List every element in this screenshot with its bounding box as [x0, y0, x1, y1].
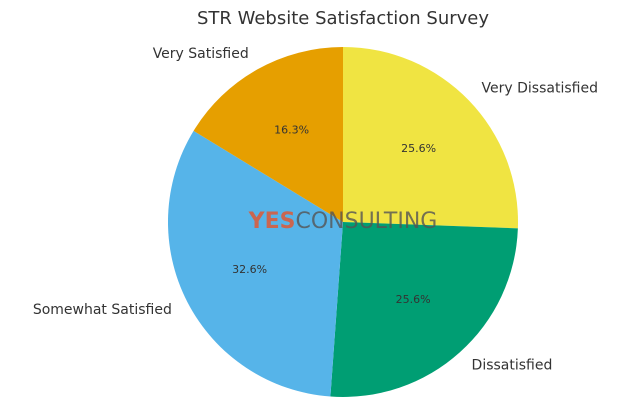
value-label: 25.6%: [401, 142, 436, 155]
category-label: Dissatisfied: [472, 357, 553, 373]
pie-slice: [167, 130, 343, 397]
category-label: Somewhat Satisfied: [33, 302, 172, 318]
category-label: Very Satisfied: [153, 46, 249, 62]
value-label: 25.6%: [396, 293, 431, 306]
pie-slice: [193, 47, 343, 222]
value-label: 32.6%: [232, 263, 267, 276]
chart-title: STR Website Satisfaction Survey: [197, 8, 489, 29]
category-label: Very Dissatisfied: [482, 80, 598, 96]
watermark-part: YES: [248, 209, 296, 234]
pie-slice: [343, 47, 519, 229]
pie-slice: [330, 222, 518, 398]
watermark-part: CONSULTING: [295, 209, 437, 234]
value-label: 16.3%: [274, 123, 309, 136]
watermark: YESCONSULTING: [248, 209, 438, 234]
